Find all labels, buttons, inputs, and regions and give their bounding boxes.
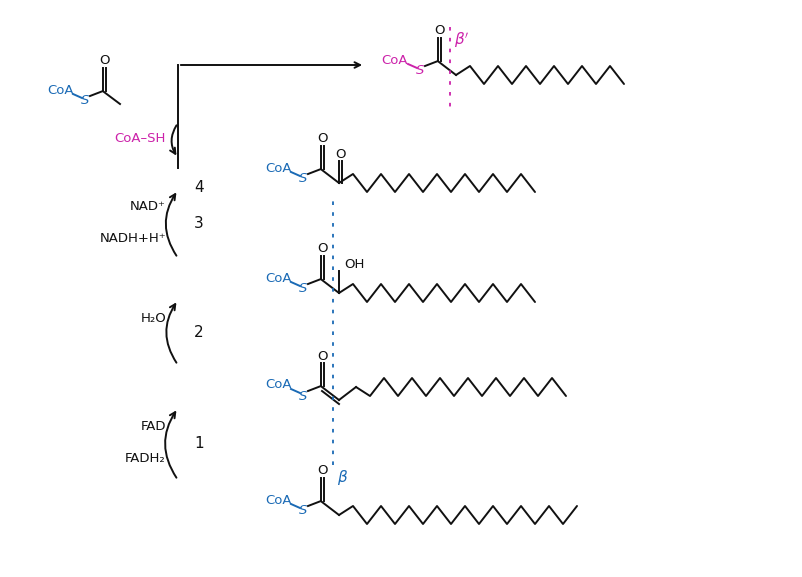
Text: 4: 4: [194, 181, 204, 196]
Text: O: O: [318, 242, 328, 256]
Text: FADH₂: FADH₂: [125, 451, 166, 464]
Text: O: O: [318, 350, 328, 362]
Text: O: O: [335, 148, 346, 160]
Text: S: S: [299, 389, 307, 403]
Text: O: O: [99, 54, 110, 68]
Text: CoA: CoA: [265, 493, 291, 507]
Text: S: S: [299, 504, 307, 518]
Text: CoA: CoA: [265, 379, 291, 392]
Text: FAD: FAD: [140, 419, 166, 433]
Text: 1: 1: [194, 436, 204, 451]
Text: CoA: CoA: [265, 162, 291, 174]
Text: O: O: [318, 133, 328, 145]
Text: NADH+H⁺: NADH+H⁺: [99, 231, 166, 245]
Text: O: O: [434, 24, 445, 38]
Text: CoA–SH: CoA–SH: [115, 132, 166, 144]
Text: O: O: [318, 464, 328, 478]
Text: S: S: [81, 95, 89, 107]
Text: CoA: CoA: [47, 84, 73, 96]
Text: 3: 3: [194, 216, 204, 231]
Text: NAD⁺: NAD⁺: [130, 200, 166, 212]
Text: $\beta'$: $\beta'$: [454, 30, 470, 50]
Text: CoA: CoA: [265, 272, 291, 284]
Text: S: S: [299, 283, 307, 295]
Text: OH: OH: [344, 258, 364, 272]
Text: H₂O: H₂O: [140, 312, 166, 325]
Text: S: S: [415, 65, 424, 77]
Text: CoA: CoA: [382, 54, 408, 66]
Text: 2: 2: [194, 325, 204, 340]
Text: $\beta$: $\beta$: [337, 468, 348, 487]
Text: S: S: [299, 173, 307, 185]
